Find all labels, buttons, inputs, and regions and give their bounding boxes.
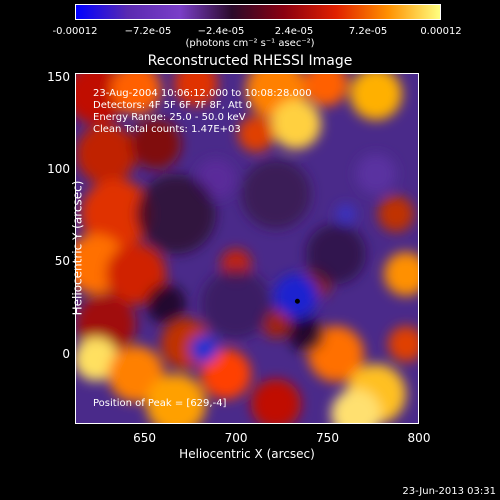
heatmap-image (76, 74, 418, 423)
colorbar-tick-label: 0.00012 (420, 26, 462, 37)
y-tick-label: 150 (47, 69, 70, 84)
colorbar-tick-label: 2.4e-05 (274, 26, 314, 37)
heatmap-blobs (76, 74, 418, 423)
colorbar-tick-label: -0.00012 (52, 26, 98, 37)
colorbar-units: (photons cm⁻² s⁻¹ asec⁻²) (185, 38, 315, 49)
peak-marker (294, 298, 300, 304)
info-peak-position: Position of Peak = [629,-4] (93, 398, 227, 409)
info-time-range: 23-Aug-2004 10:06:12.000 to 10:08:28.000 (93, 88, 312, 99)
y-axis-label: Heliocentric Y (arcsec) (70, 180, 85, 316)
x-tick-label: 650 (133, 431, 156, 445)
y-tick-label: 100 (47, 162, 70, 177)
chart-title: Reconstructed RHESSI Image (147, 53, 353, 69)
colorbar-tick-label: 7.2e-05 (348, 26, 388, 37)
colorbar (75, 4, 441, 20)
info-energy-range: Energy Range: 25.0 - 50.0 keV (93, 112, 246, 123)
y-tick-label: 0 (62, 346, 70, 361)
colorbar-tick-label: −7.2e-05 (124, 26, 172, 37)
x-tick-label: 800 (407, 431, 431, 445)
colorbar-tick-label: −2.4e-05 (197, 26, 245, 37)
y-tick-label: 50 (54, 254, 70, 269)
x-tick-label: 700 (224, 431, 248, 445)
info-counts: Clean Total counts: 1.47E+03 (93, 124, 241, 135)
x-tick-label: 750 (316, 431, 339, 445)
plot-area (75, 73, 419, 424)
timestamp: 23-Jun-2013 03:31 (402, 486, 496, 497)
info-detectors: Detectors: 4F 5F 6F 7F 8F, Att 0 (93, 100, 253, 111)
x-axis-label: Heliocentric X (arcsec) (179, 447, 315, 461)
